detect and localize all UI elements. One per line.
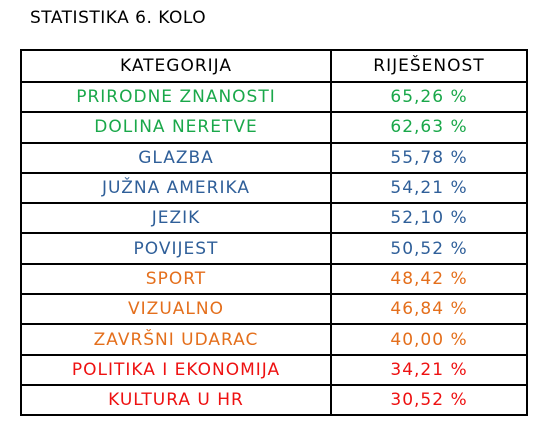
table-row: POVIJEST 50,52 % <box>20 232 528 265</box>
value-cell: 34,21 % <box>330 353 528 386</box>
table-row: VIZUALNO 46,84 % <box>20 293 528 326</box>
category-cell: ZAVRŠNI UDARAC <box>20 323 332 356</box>
category-cell: POVIJEST <box>20 232 332 265</box>
table-row: ZAVRŠNI UDARAC 40,00 % <box>20 323 528 356</box>
table-row: KULTURA U HR 30,52 % <box>20 383 528 417</box>
value-cell: 46,84 % <box>330 293 528 326</box>
header-row: KATEGORIJA RIJEŠENOST <box>20 49 528 83</box>
stats-table: KATEGORIJA RIJEŠENOST PRIRODNE ZNANOSTI 6… <box>20 49 528 417</box>
table-row: POLITIKA I EKONOMIJA 34,21 % <box>20 353 528 386</box>
value-cell: 55,78 % <box>330 141 528 174</box>
table-row: DOLINA NERETVE 62,63 % <box>20 111 528 144</box>
value-cell: 62,63 % <box>330 111 528 144</box>
value-cell: 65,26 % <box>330 80 528 114</box>
category-cell: PRIRODNE ZNANOSTI <box>20 80 332 114</box>
category-cell: VIZUALNO <box>20 293 332 326</box>
category-cell: POLITIKA I EKONOMIJA <box>20 353 332 386</box>
value-cell: 30,52 % <box>330 383 528 417</box>
category-cell: GLAZBA <box>20 141 332 174</box>
category-cell: SPORT <box>20 262 332 296</box>
title: STATISTIKA 6. KOLO <box>30 8 207 28</box>
value-cell: 52,10 % <box>330 202 528 235</box>
value-cell: 48,42 % <box>330 262 528 296</box>
value-cell: 40,00 % <box>330 323 528 356</box>
table-row: JEZIK 52,10 % <box>20 202 528 235</box>
table-row: GLAZBA 55,78 % <box>20 141 528 174</box>
header-cell: KATEGORIJA <box>20 49 332 83</box>
category-cell: JUŽNA AMERIKA <box>20 171 332 205</box>
table-row: SPORT 48,42 % <box>20 262 528 296</box>
value-cell: 54,21 % <box>330 171 528 205</box>
table-row: JUŽNA AMERIKA 54,21 % <box>20 171 528 205</box>
category-cell: JEZIK <box>20 202 332 235</box>
category-cell: DOLINA NERETVE <box>20 111 332 144</box>
value-cell: 50,52 % <box>330 232 528 265</box>
table-row: PRIRODNE ZNANOSTI 65,26 % <box>20 80 528 114</box>
header-cell: RIJEŠENOST <box>330 49 528 83</box>
category-cell: KULTURA U HR <box>20 383 332 417</box>
